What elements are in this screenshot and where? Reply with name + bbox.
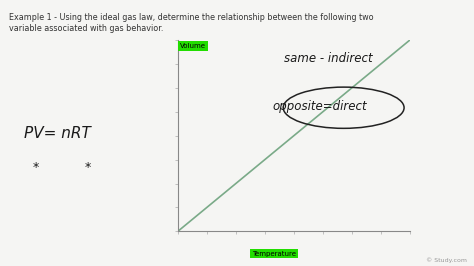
Text: Temperature: Temperature — [252, 251, 296, 257]
Text: Volume: Volume — [180, 43, 206, 49]
Text: Example 1 - Using the ideal gas law, determine the relationship between the foll: Example 1 - Using the ideal gas law, det… — [9, 13, 374, 33]
Text: *: * — [84, 161, 91, 174]
Text: © Study.com: © Study.com — [426, 258, 467, 263]
Text: same - indirect: same - indirect — [284, 52, 373, 65]
Text: *: * — [32, 161, 39, 174]
Text: PV= nRT: PV= nRT — [24, 126, 91, 140]
Text: opposite=direct: opposite=direct — [273, 100, 367, 113]
